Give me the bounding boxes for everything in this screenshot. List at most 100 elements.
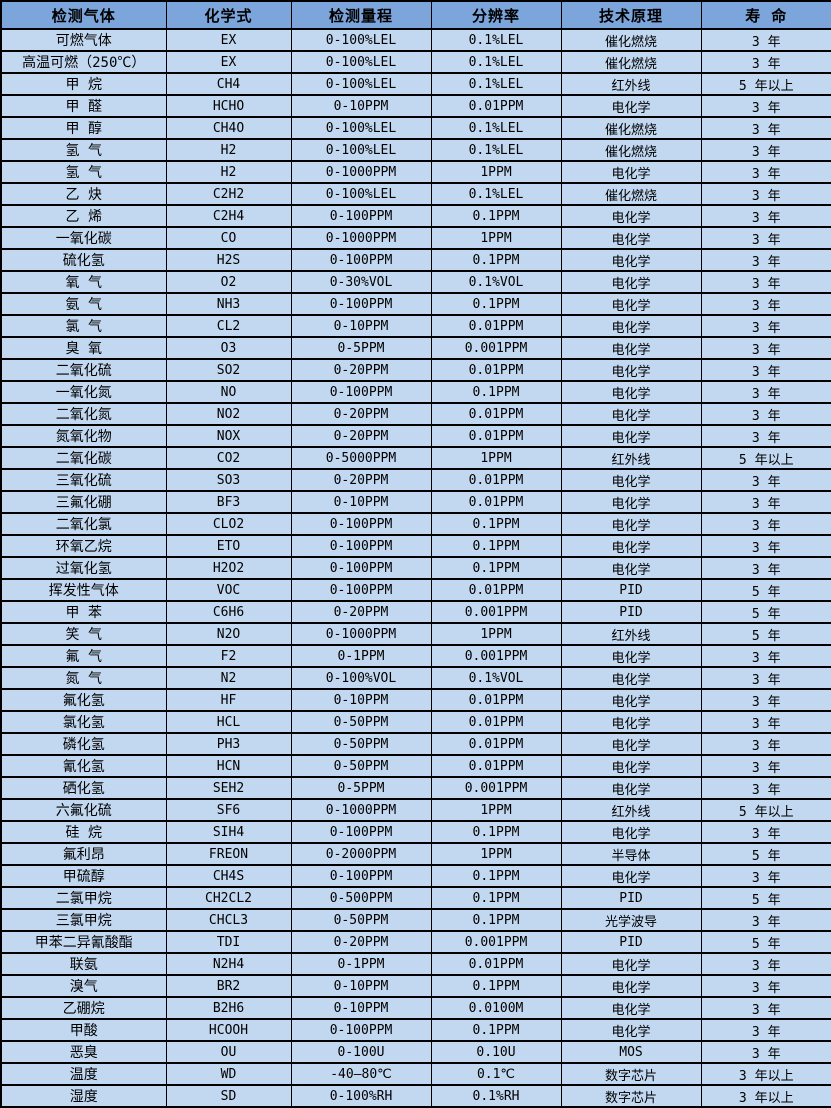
- column-header-detection-range: 检测量程: [290, 0, 432, 30]
- cell-technology-principle: PID: [560, 886, 702, 910]
- cell-gas-name: 氟 气: [0, 644, 167, 668]
- cell-lifespan: 3 年: [700, 424, 831, 448]
- table-row: 二氧化硫 SO2 0-20PPM 0.01PPM 电化学 3 年: [0, 358, 831, 382]
- cell-chemical-formula: BR2: [165, 974, 292, 998]
- cell-lifespan: 3 年: [700, 182, 831, 206]
- table-row: 二氧化氯 CLO2 0-100PPM 0.1PPM 电化学 3 年: [0, 512, 831, 536]
- cell-gas-name: 可燃气体: [0, 28, 167, 52]
- cell-resolution: 1PPM: [430, 842, 562, 866]
- cell-lifespan: 3 年: [700, 94, 831, 118]
- cell-resolution: 0.01PPM: [430, 578, 562, 602]
- table-row: 二氧化氮 NO2 0-20PPM 0.01PPM 电化学 3 年: [0, 402, 831, 426]
- column-header-resolution: 分辨率: [430, 0, 562, 30]
- cell-gas-name: 环氧乙烷: [0, 534, 167, 558]
- table-row: 甲 醛 HCHO 0-10PPM 0.01PPM 电化学 3 年: [0, 94, 831, 118]
- cell-technology-principle: 电化学: [560, 248, 702, 272]
- cell-gas-name: 氯化氢: [0, 710, 167, 734]
- cell-lifespan: 3 年以上: [700, 1062, 831, 1086]
- cell-detection-range: -40—80℃: [290, 1062, 432, 1086]
- cell-chemical-formula: WD: [165, 1062, 292, 1086]
- table-row: 氨 气 NH3 0-100PPM 0.1PPM 电化学 3 年: [0, 292, 831, 316]
- table-row: 二氯甲烷 CH2CL2 0-500PPM 0.1PPM PID 5 年: [0, 886, 831, 910]
- cell-technology-principle: 催化燃烧: [560, 28, 702, 52]
- cell-detection-range: 0-30%VOL: [290, 270, 432, 294]
- cell-detection-range: 0-100%LEL: [290, 28, 432, 52]
- cell-gas-name: 硒化氢: [0, 776, 167, 800]
- cell-gas-name: 二氧化碳: [0, 446, 167, 470]
- column-header-gas-name: 检测气体: [0, 0, 167, 30]
- table-row: 环氧乙烷 ETO 0-100PPM 0.1PPM 电化学 3 年: [0, 534, 831, 558]
- cell-chemical-formula: N2H4: [165, 952, 292, 976]
- table-row: 三氟化硼 BF3 0-10PPM 0.01PPM 电化学 3 年: [0, 490, 831, 514]
- cell-lifespan: 5 年: [700, 600, 831, 624]
- cell-detection-range: 0-20PPM: [290, 424, 432, 448]
- cell-resolution: 0.01PPM: [430, 688, 562, 712]
- cell-chemical-formula: VOC: [165, 578, 292, 602]
- cell-lifespan: 3 年: [700, 666, 831, 690]
- cell-detection-range: 0-50PPM: [290, 908, 432, 932]
- cell-gas-name: 甲 苯: [0, 600, 167, 624]
- cell-detection-range: 0-10PPM: [290, 314, 432, 338]
- cell-detection-range: 0-100PPM: [290, 556, 432, 580]
- cell-chemical-formula: HCN: [165, 754, 292, 778]
- cell-gas-name: 臭 氧: [0, 336, 167, 360]
- cell-gas-name: 二氧化氮: [0, 402, 167, 426]
- cell-lifespan: 3 年: [700, 776, 831, 800]
- cell-gas-name: 二氯甲烷: [0, 886, 167, 910]
- cell-detection-range: 0-1000PPM: [290, 798, 432, 822]
- cell-detection-range: 0-50PPM: [290, 754, 432, 778]
- cell-technology-principle: 电化学: [560, 424, 702, 448]
- cell-chemical-formula: ETO: [165, 534, 292, 558]
- cell-gas-name: 甲 醇: [0, 116, 167, 140]
- table-row: 一氧化碳 CO 0-1000PPM 1PPM 电化学 3 年: [0, 226, 831, 250]
- cell-technology-principle: 催化燃烧: [560, 182, 702, 206]
- table-row: 硒化氢 SEH2 0-5PPM 0.001PPM 电化学 3 年: [0, 776, 831, 800]
- cell-resolution: 1PPM: [430, 622, 562, 646]
- cell-chemical-formula: CLO2: [165, 512, 292, 536]
- cell-detection-range: 0-5PPM: [290, 336, 432, 360]
- cell-technology-principle: 电化学: [560, 820, 702, 844]
- cell-technology-principle: 红外线: [560, 72, 702, 96]
- table-row: 氯 气 CL2 0-10PPM 0.01PPM 电化学 3 年: [0, 314, 831, 338]
- cell-resolution: 0.01PPM: [430, 710, 562, 734]
- cell-technology-principle: 电化学: [560, 732, 702, 756]
- table-row: 二氧化碳 CO2 0-5000PPM 1PPM 红外线 5 年以上: [0, 446, 831, 470]
- cell-technology-principle: 催化燃烧: [560, 50, 702, 74]
- cell-gas-name: 甲硫醇: [0, 864, 167, 888]
- cell-gas-name: 氢 气: [0, 160, 167, 184]
- cell-detection-range: 0-100%VOL: [290, 666, 432, 690]
- cell-lifespan: 3 年: [700, 314, 831, 338]
- cell-lifespan: 3 年: [700, 1018, 831, 1042]
- cell-detection-range: 0-100PPM: [290, 864, 432, 888]
- cell-resolution: 0.01PPM: [430, 732, 562, 756]
- cell-gas-name: 甲酸: [0, 1018, 167, 1042]
- cell-resolution: 0.1PPM: [430, 512, 562, 536]
- cell-lifespan: 3 年以上: [700, 1084, 831, 1108]
- cell-detection-range: 0-100%LEL: [290, 116, 432, 140]
- cell-gas-name: 二氧化氯: [0, 512, 167, 536]
- cell-detection-range: 0-2000PPM: [290, 842, 432, 866]
- cell-resolution: 1PPM: [430, 446, 562, 470]
- cell-resolution: 1PPM: [430, 160, 562, 184]
- table-row: 甲 醇 CH4O 0-100%LEL 0.1%LEL 催化燃烧 3 年: [0, 116, 831, 140]
- cell-technology-principle: 电化学: [560, 864, 702, 888]
- table-row: 甲酸 HCOOH 0-100PPM 0.1PPM 电化学 3 年: [0, 1018, 831, 1042]
- cell-chemical-formula: N2: [165, 666, 292, 690]
- cell-gas-name: 氟化氢: [0, 688, 167, 712]
- cell-chemical-formula: CL2: [165, 314, 292, 338]
- cell-lifespan: 5 年以上: [700, 446, 831, 470]
- column-header-lifespan: 寿 命: [700, 0, 831, 30]
- cell-chemical-formula: SO3: [165, 468, 292, 492]
- cell-detection-range: 0-1000PPM: [290, 226, 432, 250]
- table-row: 氮氧化物 NOX 0-20PPM 0.01PPM 电化学 3 年: [0, 424, 831, 448]
- cell-technology-principle: 电化学: [560, 512, 702, 536]
- table-row: 硫化氢 H2S 0-100PPM 0.1PPM 电化学 3 年: [0, 248, 831, 272]
- cell-detection-range: 0-100PPM: [290, 204, 432, 228]
- cell-lifespan: 3 年: [700, 996, 831, 1020]
- cell-resolution: 0.001PPM: [430, 776, 562, 800]
- cell-lifespan: 3 年: [700, 952, 831, 976]
- cell-detection-range: 0-20PPM: [290, 358, 432, 382]
- cell-resolution: 1PPM: [430, 226, 562, 250]
- cell-chemical-formula: CO: [165, 226, 292, 250]
- cell-lifespan: 3 年: [700, 116, 831, 140]
